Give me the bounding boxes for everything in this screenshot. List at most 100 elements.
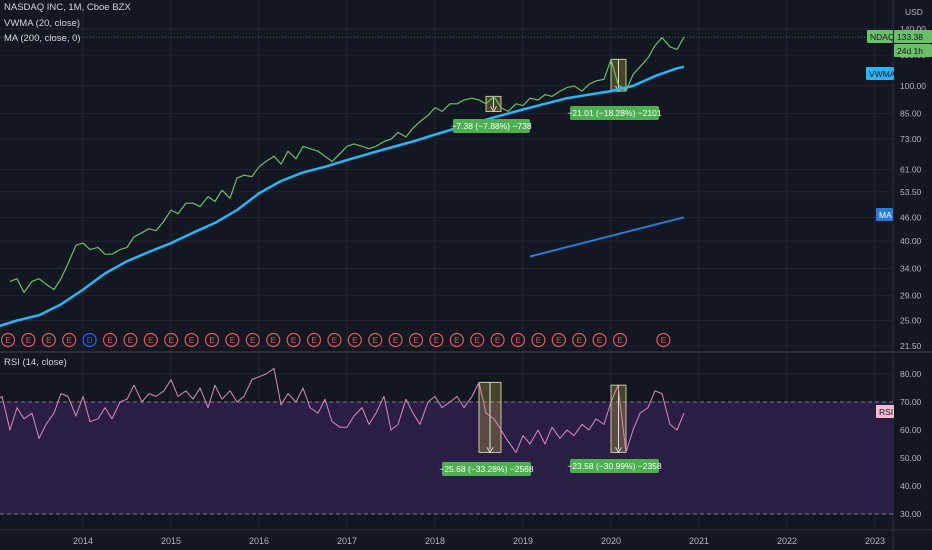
- earnings-marker-label: E: [413, 336, 418, 345]
- countdown-tag-bg: [894, 44, 932, 57]
- rsi-line: [0, 367, 685, 453]
- earnings-marker-label: E: [661, 336, 666, 345]
- countdown-tag: 24d 1h: [897, 46, 923, 56]
- price-axis-tick: 85.00: [900, 108, 922, 118]
- earnings-marker-label: E: [291, 336, 296, 345]
- measure-label-rsi: −25.68 (−33.28%) −2568: [439, 464, 534, 474]
- earnings-marker: [225, 332, 240, 348]
- measure-box-rsi-arrow-head: [615, 447, 622, 454]
- price-axis-tick: 40.00: [900, 236, 922, 246]
- earnings-marker: [388, 332, 403, 348]
- time-axis-tick: 2023: [865, 536, 885, 546]
- earnings-marker: [306, 332, 322, 348]
- ma-tag: MA: [879, 210, 892, 220]
- earnings-marker: [62, 332, 77, 348]
- earnings-marker-label: E: [495, 336, 500, 345]
- price-axis-tick: 140.00: [900, 24, 926, 34]
- price-axis-tick: 53.50: [900, 187, 922, 197]
- earnings-marker-label: E: [311, 336, 316, 345]
- measure-box-price-arrow-head: [490, 106, 497, 113]
- earnings-marker: [429, 332, 444, 348]
- rsi-axis-tick: 30.00: [900, 509, 922, 519]
- price-axis-tick: 34.00: [900, 263, 922, 273]
- earnings-marker-label: E: [128, 336, 133, 345]
- measure-label-price: −7.38 (−7.88%) −738: [451, 121, 531, 131]
- measure-label-rsi-bg: [442, 462, 531, 476]
- earnings-marker: [531, 332, 546, 348]
- earnings-marker: [612, 332, 628, 348]
- earnings-marker: [470, 332, 485, 348]
- time-axis-tick: 2022: [777, 536, 797, 546]
- earnings-marker-label: E: [352, 336, 357, 345]
- earnings-marker: [551, 332, 566, 348]
- earnings-marker: [368, 332, 383, 348]
- earnings-marker: [286, 332, 301, 348]
- earnings-marker-label: E: [617, 336, 622, 345]
- time-axis-tick: 2015: [161, 536, 181, 546]
- earnings-marker-label: E: [515, 336, 520, 345]
- time-axis-tick: 2020: [601, 536, 621, 546]
- symbol-legend[interactable]: NASDAQ INC, 1M, Cboe BZX: [4, 2, 131, 13]
- vwma-tag: VWMA: [869, 69, 896, 79]
- time-axis-tick: 2018: [425, 536, 445, 546]
- earnings-marker-label: E: [209, 336, 214, 345]
- earnings-marker-label: E: [46, 336, 51, 345]
- earnings-marker: [592, 332, 607, 348]
- price-line: [9, 36, 685, 294]
- earnings-marker: [204, 332, 220, 348]
- earnings-marker-label: E: [189, 336, 194, 345]
- earnings-marker-label: E: [536, 336, 541, 345]
- price-axis-tick: 21.50: [900, 341, 922, 351]
- rsi-tag-bg: [876, 405, 894, 418]
- ndaq-price-tag-bg: [894, 30, 932, 43]
- vwma-legend[interactable]: VWMA (20, close): [4, 18, 81, 29]
- earnings-marker: [266, 332, 281, 348]
- measure-label-price-bg: [570, 106, 659, 120]
- earnings-marker: [510, 332, 526, 348]
- ma-line: [529, 216, 685, 258]
- earnings-marker: [164, 332, 179, 348]
- earnings-marker: [327, 332, 342, 348]
- earnings-marker: [0, 332, 16, 348]
- measure-label-rsi: −23.58 (−30.99%) −2358: [567, 461, 662, 471]
- time-axis-tick: 2021: [689, 536, 709, 546]
- earnings-marker: [41, 332, 56, 348]
- currency-label: USD: [905, 7, 923, 17]
- earnings-marker-label: E: [556, 336, 561, 345]
- rsi-legend[interactable]: RSI (14, close): [4, 357, 67, 368]
- earnings-marker-label: D: [87, 336, 93, 345]
- price-axis-tick: 73.00: [900, 134, 922, 144]
- price-axis-tick: 25.00: [900, 315, 922, 325]
- rsi-axis-tick: 60.00: [900, 425, 922, 435]
- rsi-tag: RSI: [879, 407, 893, 417]
- rsi-axis-tick: 80.00: [900, 369, 922, 379]
- rsi-axis-tick: 40.00: [900, 481, 922, 491]
- earnings-marker: [21, 332, 36, 348]
- earnings-marker: [82, 332, 97, 348]
- rsi-axis-tick: 70.00: [900, 397, 922, 407]
- earnings-marker-label: E: [597, 336, 602, 345]
- rsi-axis-tick: 50.00: [900, 453, 922, 463]
- price-axis-tick: 100.00: [900, 81, 926, 91]
- time-axis-tick: 2017: [337, 536, 357, 546]
- earnings-marker-label: E: [332, 336, 337, 345]
- earnings-marker-label: E: [577, 336, 582, 345]
- earnings-marker-label: E: [393, 336, 398, 345]
- earnings-marker: [184, 332, 199, 348]
- earnings-marker-label: E: [169, 336, 174, 345]
- vwma-line: [0, 65, 685, 328]
- ndaq-price-tag: 133.38: [897, 32, 923, 42]
- earnings-marker-label: E: [475, 336, 480, 345]
- earnings-marker-label: E: [5, 336, 10, 345]
- earnings-marker: [656, 332, 671, 348]
- earnings-marker: [408, 332, 424, 348]
- vwma-tag-bg: [866, 67, 894, 80]
- measure-label-rsi-bg: [570, 459, 659, 473]
- ma-legend[interactable]: MA (200, close, 0): [4, 33, 81, 44]
- earnings-marker-label: E: [107, 336, 112, 345]
- earnings-marker: [490, 332, 505, 348]
- price-axis-tick: 46.00: [900, 212, 922, 222]
- earnings-marker-label: E: [434, 336, 439, 345]
- earnings-marker-label: E: [67, 336, 72, 345]
